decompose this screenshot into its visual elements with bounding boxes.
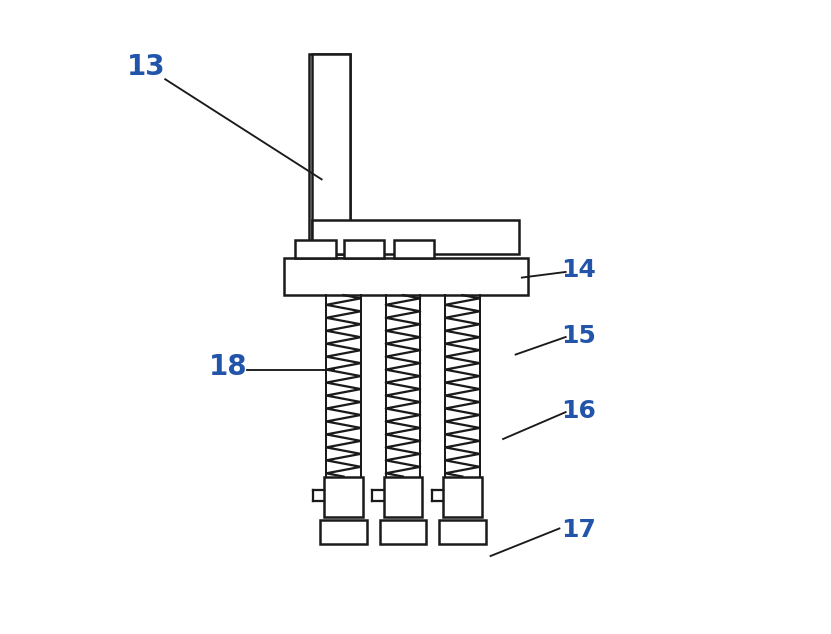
Bar [324, 477, 363, 517]
Bar [343, 240, 384, 257]
Bar [295, 240, 336, 257]
Bar [312, 220, 519, 254]
Bar [284, 257, 529, 295]
Bar [320, 521, 367, 544]
Bar [384, 477, 422, 517]
Bar [443, 477, 482, 517]
Bar [380, 521, 426, 544]
Text: 18: 18 [209, 353, 247, 381]
Text: 16: 16 [561, 399, 596, 423]
Bar [309, 55, 350, 257]
Text: 13: 13 [127, 53, 165, 81]
Text: 15: 15 [561, 324, 596, 348]
Text: 17: 17 [561, 518, 596, 541]
Text: 14: 14 [561, 258, 596, 282]
Bar [312, 55, 350, 254]
Bar [394, 240, 435, 257]
Bar [439, 521, 486, 544]
